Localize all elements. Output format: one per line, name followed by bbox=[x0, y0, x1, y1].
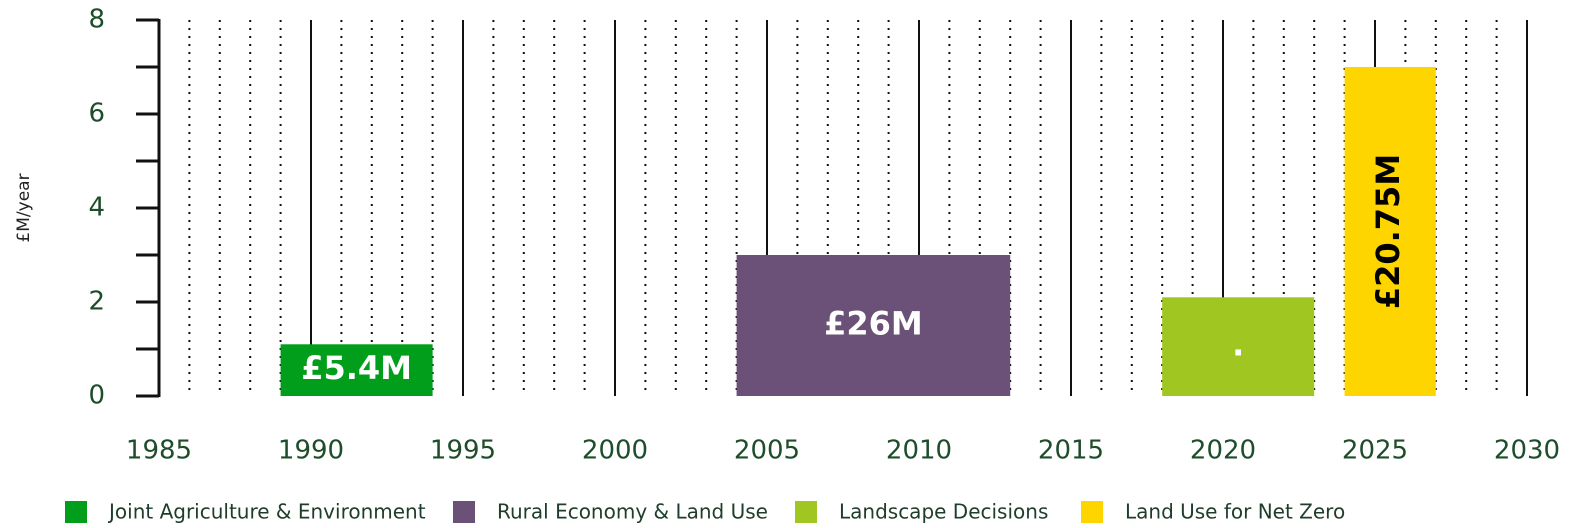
y-tick-label: 4 bbox=[88, 193, 105, 223]
y-tick-label: 0 bbox=[88, 381, 105, 411]
y-tick-label: 2 bbox=[88, 287, 105, 317]
x-tick-label: 2030 bbox=[1494, 436, 1560, 466]
bar bbox=[280, 344, 433, 396]
x-tick-label: 1985 bbox=[126, 436, 192, 466]
y-tick-label: 6 bbox=[88, 99, 105, 129]
legend-swatch bbox=[65, 501, 87, 523]
x-tick-label: 2025 bbox=[1342, 436, 1408, 466]
x-tick-label: 1990 bbox=[278, 436, 344, 466]
legend-label: Rural Economy & Land Use bbox=[497, 500, 768, 524]
x-tick-label: 2005 bbox=[734, 436, 800, 466]
x-tick-label: 1995 bbox=[430, 436, 496, 466]
legend-swatch bbox=[453, 501, 475, 523]
bar bbox=[1162, 297, 1315, 396]
bar-label: . bbox=[1232, 326, 1244, 364]
y-axis-label: £M/year bbox=[14, 173, 34, 242]
legend-swatch bbox=[795, 501, 817, 523]
bar bbox=[736, 255, 1011, 396]
legend-label: Landscape Decisions bbox=[839, 500, 1048, 524]
x-tick-label: 2000 bbox=[582, 436, 648, 466]
legend-label: Land Use for Net Zero bbox=[1125, 500, 1345, 524]
bar-label: £5.4M bbox=[301, 349, 412, 387]
x-tick-label: 2020 bbox=[1190, 436, 1256, 466]
bar-label: £20.75M bbox=[1369, 154, 1407, 309]
y-tick-label: 8 bbox=[88, 5, 105, 35]
x-tick-label: 2015 bbox=[1038, 436, 1104, 466]
legend-label: Joint Agriculture & Environment bbox=[107, 500, 426, 524]
bar bbox=[1344, 67, 1436, 396]
x-tick-label: 2010 bbox=[886, 436, 952, 466]
legend-swatch bbox=[1081, 501, 1103, 523]
bar-label: £26M bbox=[824, 305, 923, 343]
